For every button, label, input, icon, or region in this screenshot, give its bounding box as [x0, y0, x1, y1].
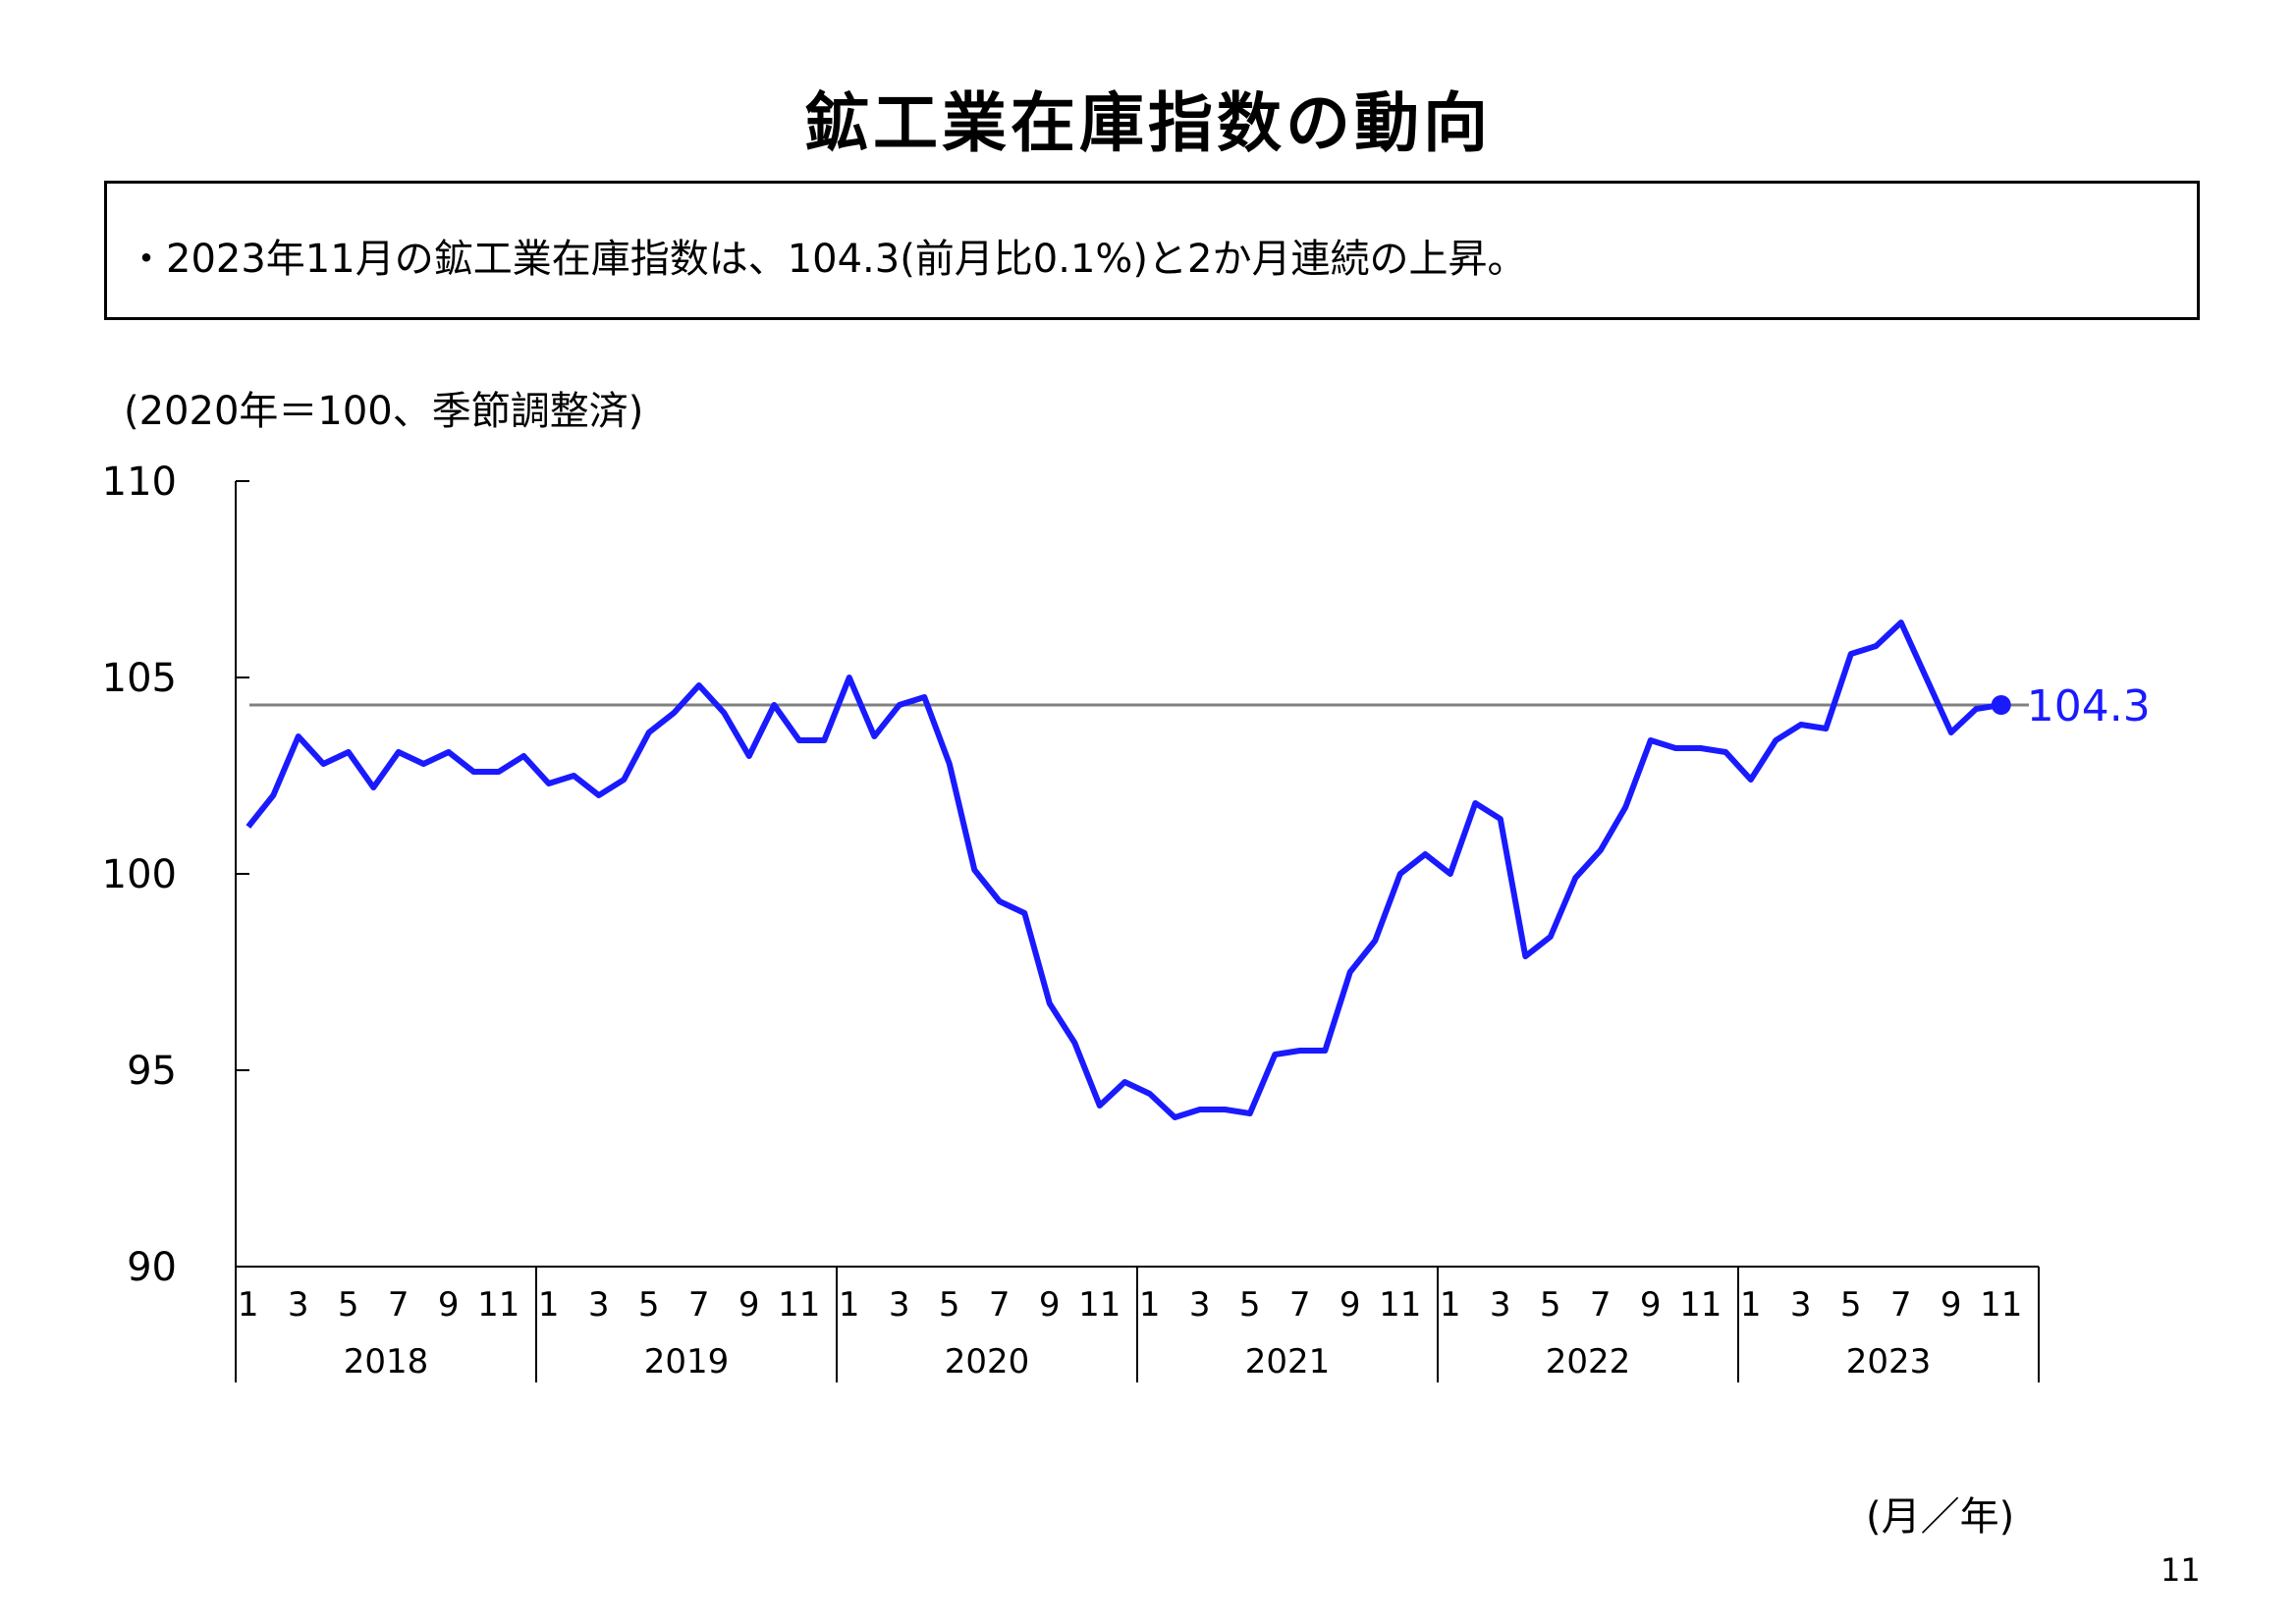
x-month-label: 3: [588, 1285, 610, 1325]
x-year-label: 2023: [1846, 1342, 1932, 1381]
chart-note: (2020年＝100、季節調整済): [124, 389, 644, 434]
x-month-label: 3: [1490, 1285, 1511, 1325]
x-month-label: 9: [1941, 1285, 1962, 1325]
series-line: [246, 620, 2002, 1120]
x-month-label: 5: [939, 1285, 960, 1325]
x-month-label: 7: [1590, 1285, 1612, 1325]
x-month-label: 11: [1679, 1285, 1722, 1325]
y-tick-label: 90: [127, 1245, 177, 1290]
x-month-label: 3: [1189, 1285, 1211, 1325]
x-year-label: 2018: [344, 1342, 429, 1381]
x-month-label: 11: [1980, 1285, 2022, 1325]
x-year-label: 2022: [1546, 1342, 1631, 1381]
x-month-label: 1: [538, 1285, 560, 1325]
x-month-label: 1: [1740, 1285, 1762, 1325]
x-month-label: 11: [1078, 1285, 1121, 1325]
x-month-label: 5: [1239, 1285, 1261, 1325]
x-month-label: 11: [1379, 1285, 1421, 1325]
latest-point-marker: [1991, 695, 2011, 715]
x-month-label: 5: [638, 1285, 660, 1325]
x-year-label: 2019: [644, 1342, 730, 1381]
latest-value-label: 104.3: [2027, 681, 2151, 731]
x-year-label: 2020: [945, 1342, 1030, 1381]
x-month-label: 5: [1840, 1285, 1862, 1325]
x-axis-unit-label: (月／年): [1866, 1494, 2015, 1540]
x-month-label: 1: [839, 1285, 860, 1325]
x-month-label: 7: [989, 1285, 1011, 1325]
summary-box: ・2023年11月の鉱工業在庫指数は、104.3(前月比0.1%)と2か月連続の…: [104, 181, 2200, 320]
x-month-label: 11: [778, 1285, 820, 1325]
x-month-label: 9: [438, 1285, 460, 1325]
x-month-label: 3: [1790, 1285, 1812, 1325]
x-month-label: 1: [1139, 1285, 1161, 1325]
x-month-label: 5: [338, 1285, 359, 1325]
x-month-label: 9: [1339, 1285, 1361, 1325]
page-title: 鉱工業在庫指数の動向: [804, 85, 1492, 161]
x-month-label: 5: [1540, 1285, 1561, 1325]
x-month-label: 3: [889, 1285, 910, 1325]
y-tick-label: 110: [102, 460, 177, 505]
y-tick-label: 100: [102, 852, 177, 897]
y-tick-label: 95: [127, 1049, 177, 1094]
x-month-label: 9: [1039, 1285, 1061, 1325]
page-number: 11: [2160, 1551, 2201, 1589]
x-month-label: 9: [1640, 1285, 1662, 1325]
x-month-label: 7: [1890, 1285, 1912, 1325]
x-month-label: 7: [1289, 1285, 1311, 1325]
x-year-label: 2021: [1245, 1342, 1331, 1381]
x-month-label: 1: [238, 1285, 259, 1325]
x-month-label: 3: [288, 1285, 309, 1325]
x-month-label: 7: [388, 1285, 410, 1325]
x-month-label: 11: [477, 1285, 519, 1325]
x-month-label: 7: [688, 1285, 710, 1325]
y-tick-label: 105: [102, 656, 177, 701]
x-month-label: 9: [738, 1285, 760, 1325]
x-month-label: 1: [1440, 1285, 1461, 1325]
summary-text: ・2023年11月の鉱工業在庫指数は、104.3(前月比0.1%)と2か月連続の…: [127, 237, 1527, 282]
